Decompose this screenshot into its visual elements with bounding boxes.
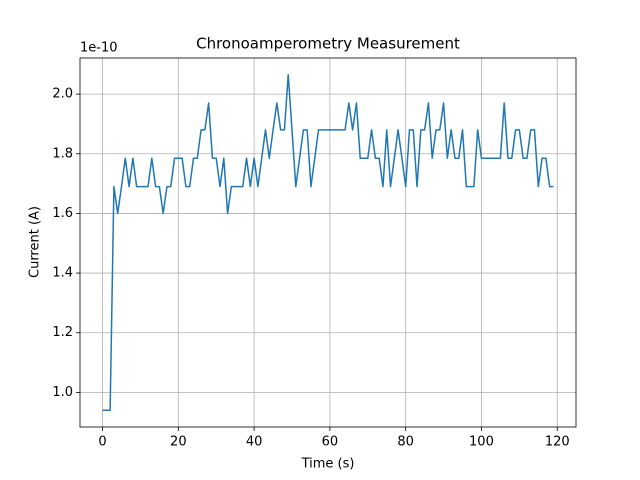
x-tick-label: 80: [397, 435, 414, 450]
y-axis-label: Current (A): [28, 206, 43, 278]
x-tick-label: 120: [545, 435, 570, 450]
y-tick-label: 1.8: [52, 146, 73, 161]
y-tick-label: 1.6: [52, 206, 73, 221]
x-tick-label: 100: [469, 435, 494, 450]
x-tick-label: 40: [246, 435, 263, 450]
plot-frame: [79, 57, 577, 428]
x-tick-label: 20: [170, 435, 187, 450]
y-tick-label: 1.0: [52, 385, 73, 400]
y-offset-label: 1e-10: [80, 41, 118, 56]
y-tick-label: 1.2: [52, 325, 73, 340]
chart-title: Chronoamperometry Measurement: [196, 35, 460, 53]
x-tick-label: 0: [98, 435, 106, 450]
y-tick-label: 2.0: [52, 87, 73, 102]
x-axis-label: Time (s): [301, 457, 355, 472]
data-line: [102, 73, 554, 412]
x-tick-label: 60: [322, 435, 339, 450]
y-tick-label: 1.4: [52, 266, 73, 281]
